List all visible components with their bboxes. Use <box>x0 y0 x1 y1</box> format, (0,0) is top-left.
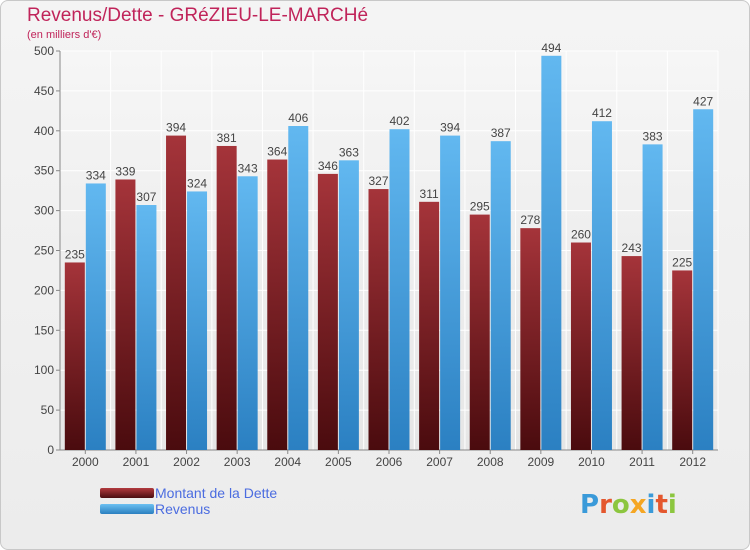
y-tick-label-100: 100 <box>34 363 54 377</box>
data-label-revenus-2001: 307 <box>136 190 156 204</box>
data-label-revenus-2006: 402 <box>389 114 409 128</box>
data-label-revenus-2012: 427 <box>693 94 713 108</box>
bar-dette-2007 <box>419 201 440 450</box>
bar-revenus-2008 <box>490 141 511 450</box>
bar-dette-2003 <box>216 145 237 450</box>
proxiti-logo: Proxiti <box>580 490 677 520</box>
bar-dette-2005 <box>317 173 338 450</box>
x-tick-label-2010: 2010 <box>578 455 605 469</box>
bar-dette-2009 <box>520 228 541 450</box>
y-tick-label-150: 150 <box>34 323 54 337</box>
bar-dette-2001 <box>115 179 136 450</box>
x-tick-label-2012: 2012 <box>679 455 706 469</box>
data-label-dette-2003: 381 <box>217 131 237 145</box>
bar-dette-2010 <box>570 242 591 450</box>
x-tick-label-2000: 2000 <box>72 455 99 469</box>
data-label-dette-2004: 364 <box>267 145 287 159</box>
data-label-revenus-2000: 334 <box>86 168 106 182</box>
y-tick-label-450: 450 <box>34 84 54 98</box>
data-label-dette-2000: 235 <box>65 247 85 261</box>
bar-revenus-2002 <box>187 191 208 450</box>
data-label-dette-2008: 295 <box>470 200 490 214</box>
data-label-revenus-2003: 343 <box>238 161 258 175</box>
y-tick-label-350: 350 <box>34 164 54 178</box>
y-tick-label-0: 0 <box>47 443 54 457</box>
bar-dette-2011 <box>621 256 642 450</box>
bar-dette-2006 <box>368 189 389 450</box>
bar-dette-2008 <box>469 214 490 450</box>
data-label-dette-2007: 311 <box>420 187 439 201</box>
data-label-revenus-2005: 363 <box>339 145 359 159</box>
data-label-dette-2010: 260 <box>571 228 591 242</box>
x-tick-label-2009: 2009 <box>527 455 554 469</box>
bar-revenus-2009 <box>541 55 562 451</box>
data-label-dette-2001: 339 <box>115 164 135 178</box>
y-tick-label-500: 500 <box>34 44 54 58</box>
bar-revenus-2007 <box>440 135 461 450</box>
bar-revenus-2011 <box>642 144 663 450</box>
legend-swatch-dette <box>100 488 154 498</box>
bar-revenus-2003 <box>237 176 258 450</box>
bar-dette-2002 <box>166 135 187 450</box>
bar-revenus-2012 <box>693 109 714 450</box>
x-tick-label-2008: 2008 <box>477 455 504 469</box>
x-tick-label-2002: 2002 <box>173 455 200 469</box>
data-label-revenus-2009: 494 <box>541 41 561 55</box>
bar-revenus-2004 <box>288 126 309 451</box>
bar-revenus-2006 <box>389 129 410 451</box>
chart-subtitle: (en milliers d'€) <box>27 29 102 41</box>
data-label-revenus-2008: 387 <box>491 126 511 140</box>
data-label-revenus-2002: 324 <box>187 176 207 190</box>
y-tick-label-200: 200 <box>34 283 54 297</box>
data-label-revenus-2007: 394 <box>440 121 460 135</box>
bar-dette-2000 <box>64 262 85 450</box>
data-label-dette-2006: 327 <box>368 174 388 188</box>
x-tick-label-2007: 2007 <box>426 455 453 469</box>
x-tick-label-2011: 2011 <box>629 455 655 469</box>
bar-revenus-2010 <box>591 121 612 450</box>
data-label-revenus-2011: 383 <box>643 129 663 143</box>
data-label-revenus-2010: 412 <box>592 106 612 120</box>
y-tick-label-300: 300 <box>34 204 54 218</box>
legend-label-revenus: Revenus <box>155 501 211 517</box>
data-label-dette-2002: 394 <box>166 121 186 135</box>
y-tick-label-50: 50 <box>41 403 55 417</box>
x-tick-label-2003: 2003 <box>224 455 251 469</box>
legend-swatch-revenus <box>100 504 154 514</box>
bar-dette-2012 <box>672 270 693 450</box>
bar-revenus-2005 <box>338 160 359 451</box>
data-label-dette-2009: 278 <box>520 213 540 227</box>
bar-revenus-2001 <box>136 205 157 450</box>
x-tick-label-2001: 2001 <box>123 455 150 469</box>
legend-label-dette: Montant de la Dette <box>155 485 278 501</box>
data-label-dette-2005: 346 <box>318 159 338 173</box>
x-tick-label-2004: 2004 <box>274 455 301 469</box>
x-tick-label-2006: 2006 <box>376 455 403 469</box>
y-tick-label-250: 250 <box>34 244 54 258</box>
data-label-dette-2012: 225 <box>672 255 692 269</box>
data-label-revenus-2004: 406 <box>288 111 308 125</box>
bar-dette-2004 <box>267 159 288 450</box>
bar-revenus-2000 <box>85 183 106 450</box>
chart-title: Revenus/Dette - GRéZIEU-LE-MARCHé <box>27 5 369 26</box>
data-label-dette-2011: 243 <box>622 241 642 255</box>
y-tick-label-400: 400 <box>34 124 54 138</box>
x-tick-label-2005: 2005 <box>325 455 352 469</box>
